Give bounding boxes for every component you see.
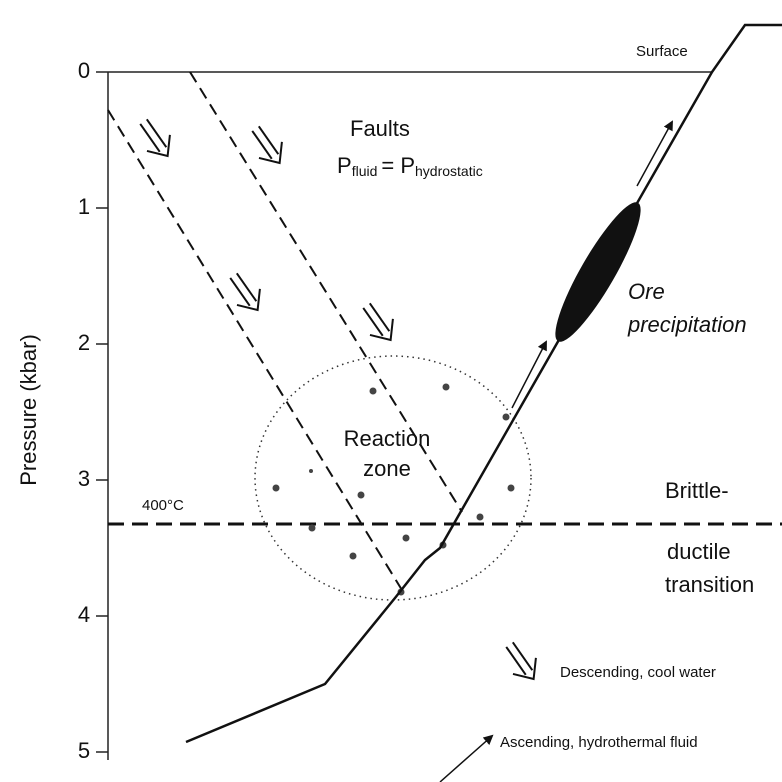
diagram: 0 1 2 3 4 5 Pressure (kbar) Surface Faults Pf…: [0, 0, 782, 782]
tick-label: 1: [78, 194, 90, 219]
symbol: P: [337, 153, 352, 178]
tick-label: 3: [78, 466, 90, 491]
legend-descending-arrow: [498, 637, 545, 687]
legend-label: Ascending, hydrothermal fluid: [500, 734, 698, 751]
subscript: hydrostatic: [415, 163, 483, 179]
surface-label: Surface: [636, 43, 688, 60]
fluid-path: [186, 25, 782, 742]
reaction-label: Reaction: [344, 426, 431, 451]
descending-arrow: [222, 268, 269, 318]
fault-line: [108, 110, 405, 595]
reaction-label: zone: [363, 456, 411, 481]
descending-arrow: [244, 121, 291, 171]
transition-label: transition: [665, 572, 754, 597]
descending-arrow: [132, 114, 179, 164]
descending-arrow: [355, 298, 402, 348]
legend-ascending-arrow: [440, 736, 492, 782]
tick-label: 4: [78, 602, 90, 627]
ore-label: Ore: [628, 279, 665, 304]
faults-label: Faults: [350, 116, 410, 141]
tick-label: 2: [78, 330, 90, 355]
temperature-label: 400°C: [142, 497, 184, 514]
transition-label: Brittle-: [665, 478, 729, 503]
tick-group: 0 1 2 3 4 5: [78, 58, 108, 763]
tick-label: 5: [78, 738, 90, 763]
axis-label: Pressure (kbar): [16, 334, 41, 486]
tick-label: 0: [78, 58, 90, 83]
symbol: = P: [381, 153, 415, 178]
ore-label: precipitation: [627, 312, 747, 337]
pressure-equation: Pfluid= Phydrostatic: [337, 153, 483, 179]
particles: [273, 384, 515, 596]
ascending-arrow: [512, 342, 546, 408]
transition-label: ductile: [667, 539, 731, 564]
legend-label: Descending, cool water: [560, 664, 716, 681]
subscript: fluid: [352, 163, 378, 179]
ascending-arrow: [637, 122, 672, 186]
